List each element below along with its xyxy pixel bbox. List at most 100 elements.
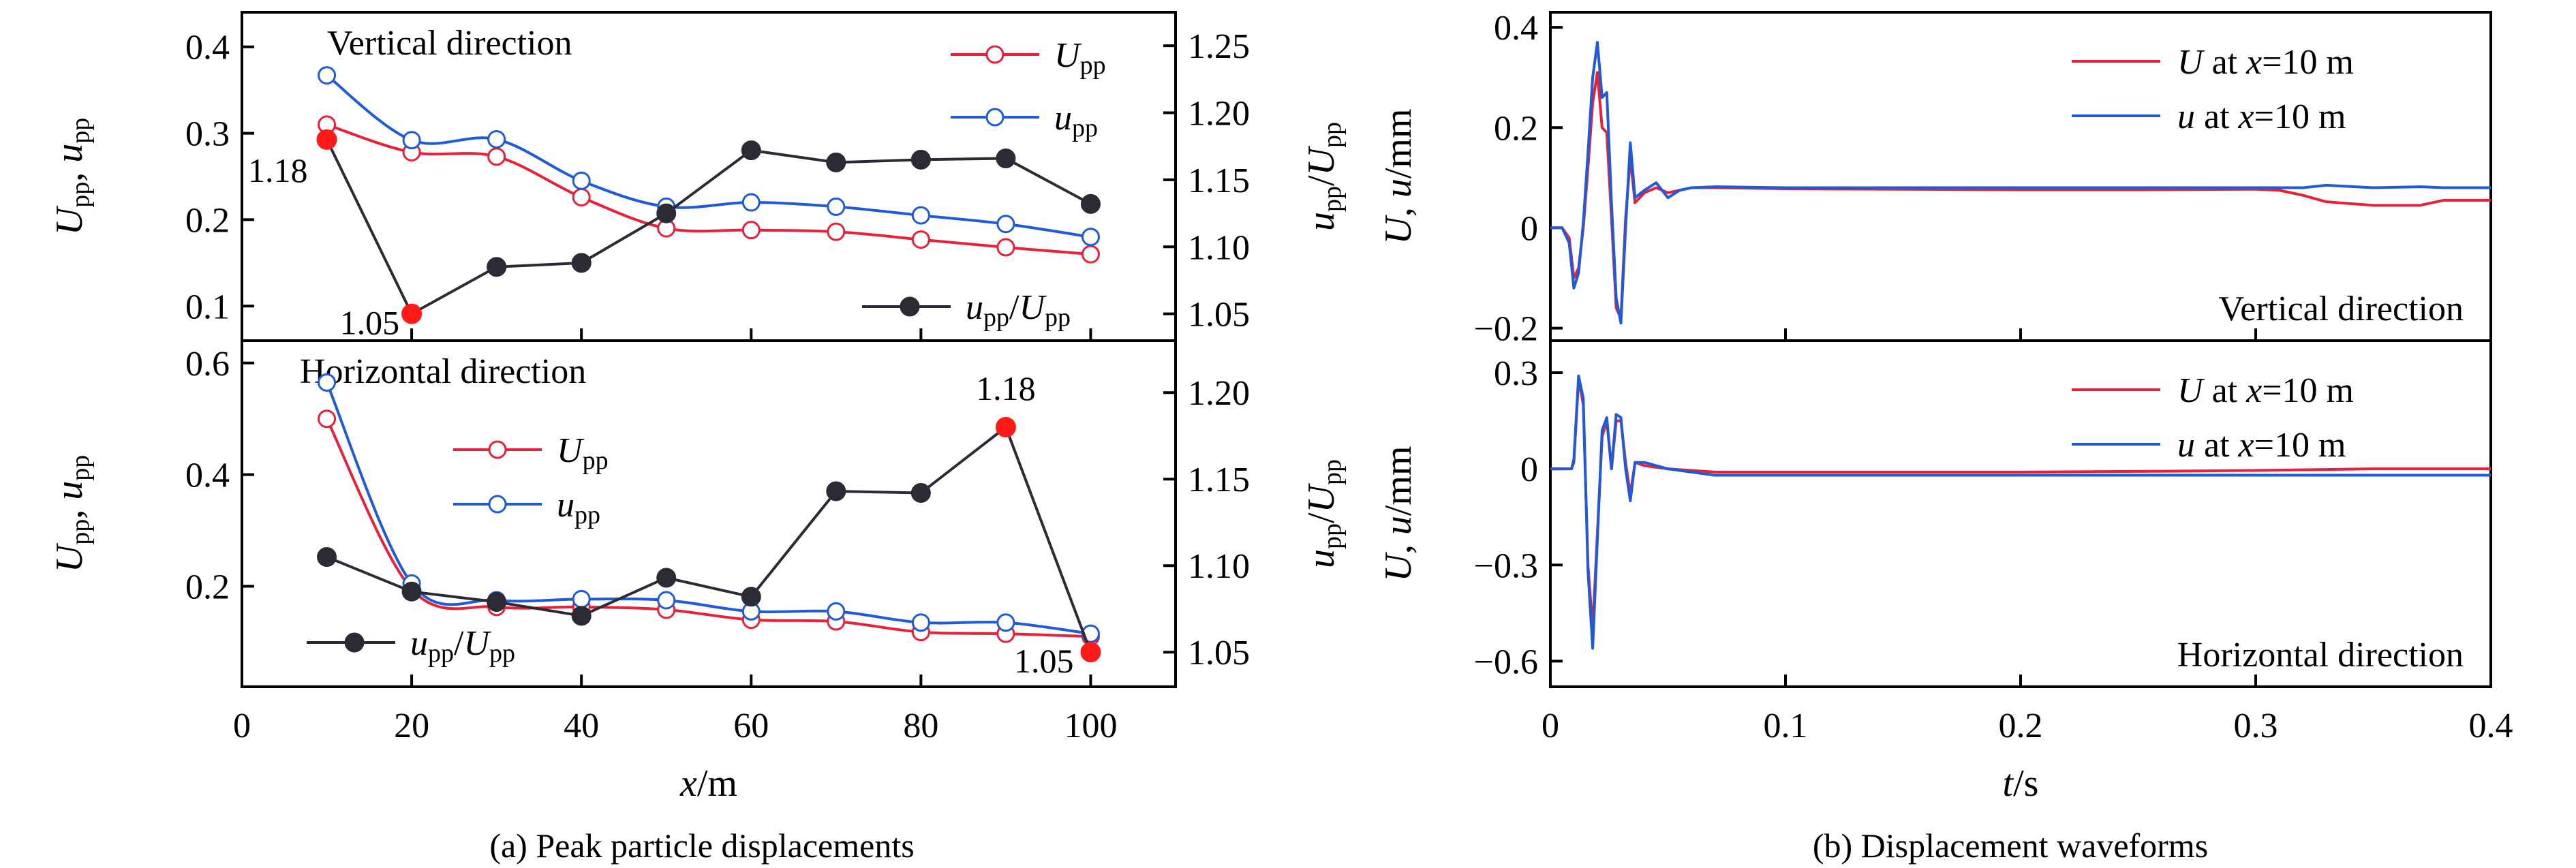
legend: Upp upp upp/Upp <box>862 36 1106 332</box>
data-point <box>911 230 930 249</box>
panel-title: Horizontal direction <box>2177 636 2464 675</box>
y-tick-label: 0.4 <box>1494 9 1538 48</box>
y-tick-label: 0.1 <box>185 288 230 326</box>
data-point <box>826 152 846 172</box>
data-point <box>827 602 846 621</box>
legend-label: upp/Upp <box>410 624 515 668</box>
a_horizontal-frame <box>241 339 1177 688</box>
data-point <box>996 148 1016 168</box>
x-tick-label: 0 <box>233 707 251 745</box>
panel-b-waveforms: −0.2 0 0.2 0.4 U, u/mm Vertical direction U at… <box>1377 9 2513 805</box>
legend-label: Upp <box>1054 36 1106 80</box>
highlight-point <box>316 129 337 150</box>
x-tick-label: 60 <box>733 707 769 745</box>
x-axis-label: t/s <box>2003 762 2039 805</box>
y-tick-label: 0.4 <box>185 456 230 495</box>
data-point <box>827 222 846 241</box>
annotation-label: 1.18 <box>248 151 308 189</box>
y2-tick-label: 1.25 <box>1188 27 1250 66</box>
x-tick-label: 40 <box>564 707 599 745</box>
legend: U at x=10 m u at x=10 m <box>2072 371 2354 465</box>
data-point <box>318 66 337 85</box>
highlight-point <box>995 417 1016 437</box>
panel-a-peak-displacements: 0.1 0.2 0.3 0.4 1.05 1.10 1.15 1.20 1.25 Upp, upp… <box>48 11 1347 805</box>
legend-label: upp <box>1054 99 1098 142</box>
data-point <box>996 613 1015 632</box>
y2-tick-label: 1.15 <box>1188 461 1250 499</box>
data-point <box>487 129 506 149</box>
data-point <box>657 591 676 610</box>
highlight-point <box>401 303 423 324</box>
series-line-1 <box>326 74 1091 238</box>
y-tick-label: 0.4 <box>185 29 230 67</box>
legend-swatch-marker <box>985 108 1005 127</box>
data-point <box>741 587 761 607</box>
legend-label: U at x=10 m <box>2177 371 2354 410</box>
panel-title: Vertical direction <box>2218 290 2464 328</box>
legend-swatch-marker <box>488 495 507 514</box>
waveform-line-0 <box>1550 71 2491 320</box>
annotation-label: 1.18 <box>976 369 1036 407</box>
legend-swatch-marker <box>488 440 507 459</box>
x-tick-label: 80 <box>903 707 938 745</box>
annotation-label: 1.05 <box>1014 642 1074 680</box>
data-point <box>1081 245 1100 264</box>
data-point <box>741 221 761 240</box>
legend-label: U at x=10 m <box>2177 43 2354 82</box>
x-tick-label: 0 <box>1542 707 1559 745</box>
data-point <box>402 131 421 150</box>
y2-tick-label: 1.20 <box>1188 95 1250 134</box>
x-tick-label: 100 <box>1064 707 1117 745</box>
waveform-line-1 <box>1550 41 2491 325</box>
legend-swatch-marker <box>985 45 1005 64</box>
y-tick-label: −0.3 <box>1474 546 1538 585</box>
data-point <box>318 409 337 429</box>
y-tick-label: 0.2 <box>185 201 230 240</box>
y2-tick-label: 1.05 <box>1188 634 1250 672</box>
caption-b: (b) Displacement waveforms <box>1813 826 2208 865</box>
annotation-label: 1.05 <box>340 304 400 342</box>
subplot-horizontal-waveform: −0.6 −0.3 0 0.3 0 0.1 0.2 0.3 0.4 t/s U, u/mm Horiz… <box>1377 339 2513 805</box>
y-tick-label: −0.6 <box>1474 642 1538 681</box>
y2-tick-label: 1.10 <box>1188 547 1250 586</box>
data-point <box>827 197 846 216</box>
data-point <box>996 238 1015 257</box>
data-point <box>910 483 931 503</box>
subplot-vertical-peaks: 0.1 0.2 0.3 0.4 1.05 1.10 1.15 1.20 1.25 Upp, upp… <box>48 11 1347 342</box>
x-tick-label: 0.4 <box>2469 707 2513 745</box>
legend-label: u at x=10 m <box>2177 426 2346 465</box>
legend-label: Upp <box>557 431 609 475</box>
subplot-horizontal-peaks: 0.2 0.4 0.6 1.05 1.10 1.15 1.20 0 20 40 60 80 100 x/m… <box>48 339 1347 805</box>
legend-label: upp/Upp <box>966 288 1071 332</box>
legend: U at x=10 m u at x=10 m <box>2072 43 2354 136</box>
series-line-0 <box>325 418 1091 638</box>
series-line-2 <box>326 424 1092 653</box>
data-point <box>487 257 507 277</box>
y2-tick-label: 1.10 <box>1188 228 1250 267</box>
panel-title: Vertical direction <box>327 24 572 63</box>
y2-tick-label: 1.20 <box>1188 374 1250 413</box>
legend-label: upp <box>557 486 600 529</box>
x-tick-label: 20 <box>394 707 429 745</box>
waveform-line-1 <box>1550 374 2491 650</box>
x-tick-label: 0.2 <box>1999 707 2043 745</box>
panel-title: Horizontal direction <box>300 352 586 391</box>
legend-swatch-marker <box>900 296 920 317</box>
y-tick-label: 0 <box>1520 450 1538 489</box>
a_horizontal-y-axis-label: Upp, upp <box>48 455 95 572</box>
b_horizontal-y-axis-label: U, u/mm <box>1377 446 1420 581</box>
series-line-0 <box>326 123 1091 256</box>
series-line-2 <box>325 139 1092 316</box>
data-point <box>318 373 337 392</box>
data-point <box>741 193 761 212</box>
data-point <box>826 481 846 501</box>
data-point <box>572 589 591 608</box>
data-point <box>401 581 422 602</box>
y-tick-label: −0.2 <box>1474 310 1538 349</box>
a_vertical-y-axis-label: Upp, upp <box>48 118 95 235</box>
data-point <box>656 568 677 588</box>
data-point <box>572 171 591 190</box>
highlight-point <box>1080 642 1101 663</box>
y2-tick-label: 1.15 <box>1188 161 1250 200</box>
